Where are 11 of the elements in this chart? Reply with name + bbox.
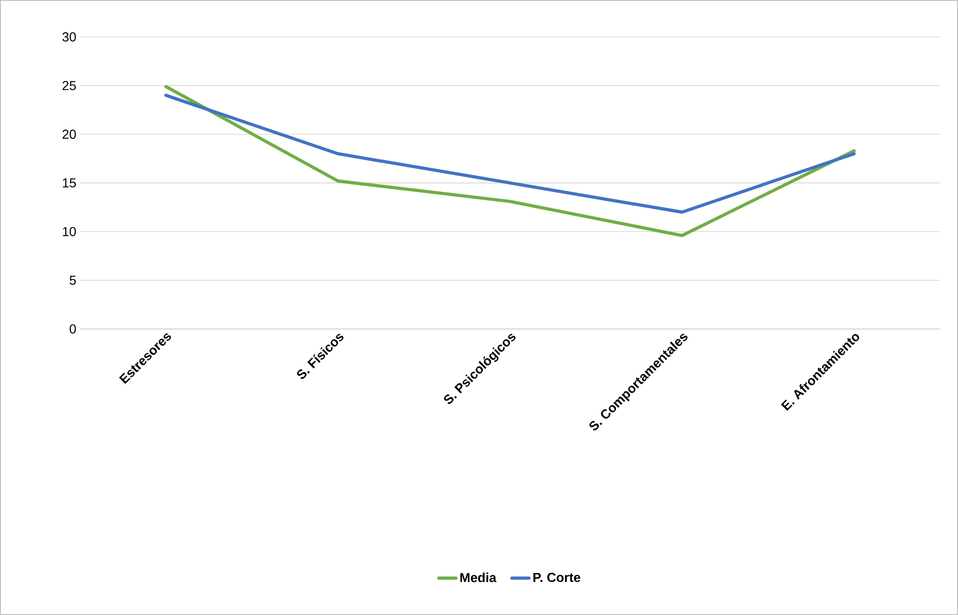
y-tick-label: 25 — [62, 81, 76, 90]
legend-label: P. Corte — [533, 572, 580, 582]
y-tick-label: 0 — [70, 324, 76, 334]
y-tick-label: 15 — [62, 178, 76, 188]
y-tick-label: 10 — [62, 227, 76, 236]
line-series — [164, 94, 856, 214]
y-tick-label: 20 — [62, 130, 76, 139]
y-tick-label: 30 — [62, 32, 76, 42]
legend-label: Media — [460, 572, 496, 582]
y-tick-label: 5 — [70, 276, 76, 285]
line-series — [164, 84, 856, 238]
